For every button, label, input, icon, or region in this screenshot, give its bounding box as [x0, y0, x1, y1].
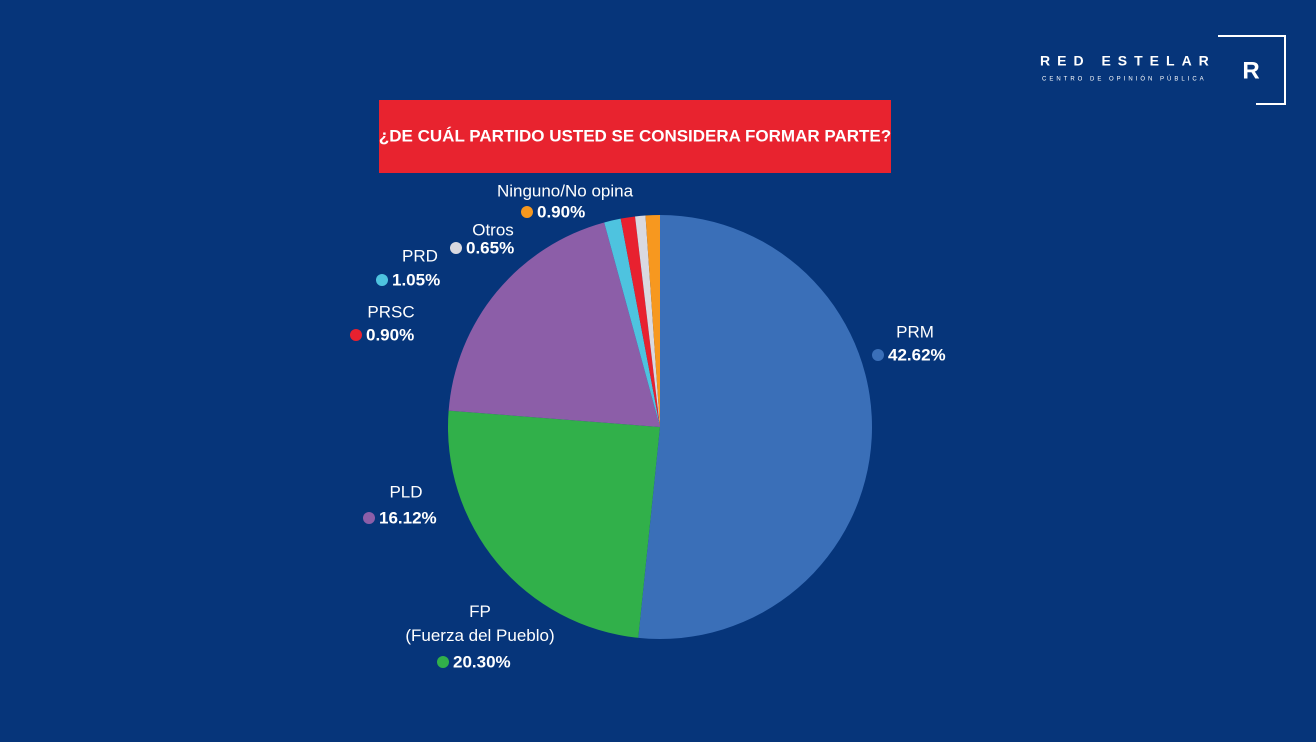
- value-label: 0.90%: [537, 202, 585, 221]
- slice-label: PRD: [402, 246, 438, 265]
- value-label: 0.90%: [366, 325, 414, 344]
- pie-slice: [448, 410, 660, 638]
- slice-label: PRSC: [367, 302, 414, 321]
- title-box: [379, 100, 891, 173]
- legend-dot: [872, 349, 884, 361]
- value-label: 1.05%: [392, 270, 440, 289]
- brand-frame: [1218, 35, 1286, 105]
- value-label: 42.62%: [888, 345, 946, 364]
- pie-slice: [604, 218, 660, 427]
- value-label: 16.12%: [379, 508, 437, 527]
- legend-dot: [363, 512, 375, 524]
- chart-title: ¿DE CUÁL PARTIDO USTED SE CONSIDERA FORM…: [379, 126, 891, 145]
- slice-label: PRM: [896, 322, 934, 341]
- slice-label: Otros: [472, 220, 514, 239]
- legend-dot: [437, 656, 449, 668]
- pie-slice: [645, 215, 660, 427]
- slice-label: Ninguno/No opina: [497, 181, 634, 200]
- legend-dot: [521, 206, 533, 218]
- value-label: 20.30%: [453, 652, 511, 671]
- legend-dot: [350, 329, 362, 341]
- slice-label: FP (Fuerza del Pueblo): [405, 602, 554, 645]
- legend-dot: [450, 242, 462, 254]
- brand-tagline: CENTRO DE OPINIÓN PÚBLICA: [1042, 76, 1207, 83]
- legend-dot: [376, 274, 388, 286]
- brand-mark: R: [1242, 57, 1259, 84]
- pie-slice: [635, 215, 660, 427]
- brand-name: RED ESTELAR: [1040, 53, 1216, 69]
- pie-slice: [638, 215, 872, 639]
- value-label: 0.65%: [466, 238, 514, 257]
- pie-slice: [620, 216, 660, 427]
- slice-label: PLD: [389, 482, 422, 501]
- pie-slice: [448, 222, 660, 427]
